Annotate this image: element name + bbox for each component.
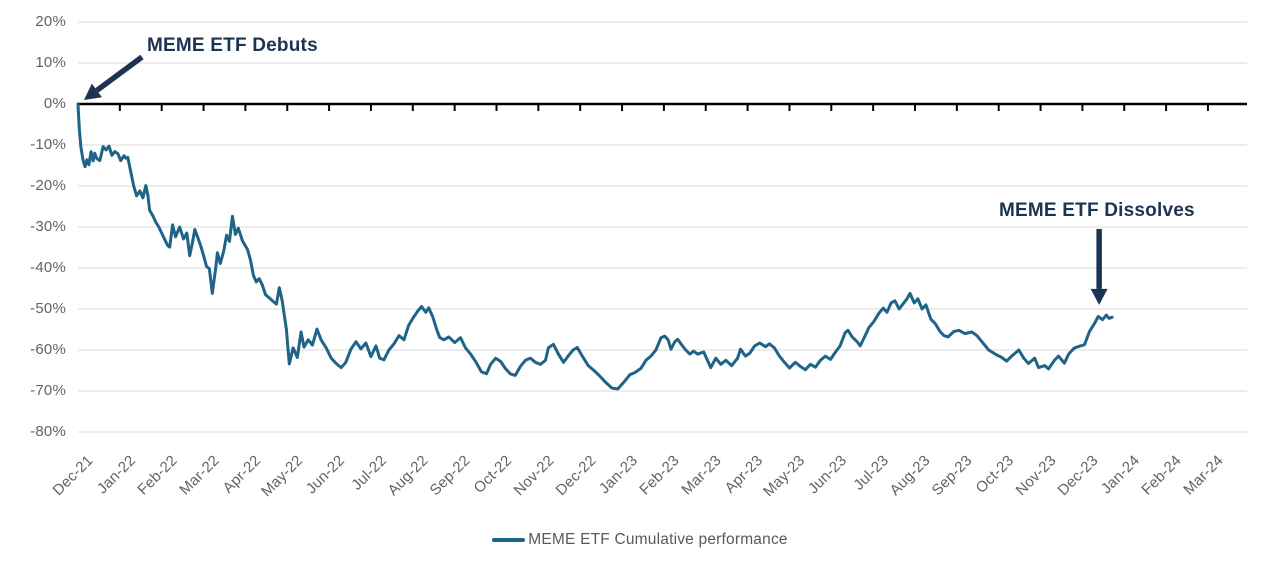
y-axis-label: -50%: [30, 300, 66, 317]
legend-line-swatch: [492, 537, 526, 543]
y-axis-label: -70%: [30, 382, 66, 399]
y-axis-label: 20%: [35, 13, 66, 30]
legend-series-label: MEME ETF Cumulative performance: [528, 531, 788, 548]
y-axis-label: 10%: [35, 54, 66, 71]
annotation-etf-debuts: MEME ETF Debuts: [147, 35, 318, 56]
y-axis-label: -60%: [30, 341, 66, 358]
y-axis-label: -10%: [30, 136, 66, 153]
y-axis-label: -30%: [30, 218, 66, 235]
y-axis-label: -40%: [30, 259, 66, 276]
chart-legend: MEME ETF Cumulative performance: [0, 531, 1280, 549]
y-axis-label: 0%: [43, 95, 66, 112]
y-axis-label: -20%: [30, 177, 66, 194]
y-axis-label: -80%: [30, 423, 66, 440]
annotation-etf-dissolves: MEME ETF Dissolves: [999, 200, 1195, 221]
